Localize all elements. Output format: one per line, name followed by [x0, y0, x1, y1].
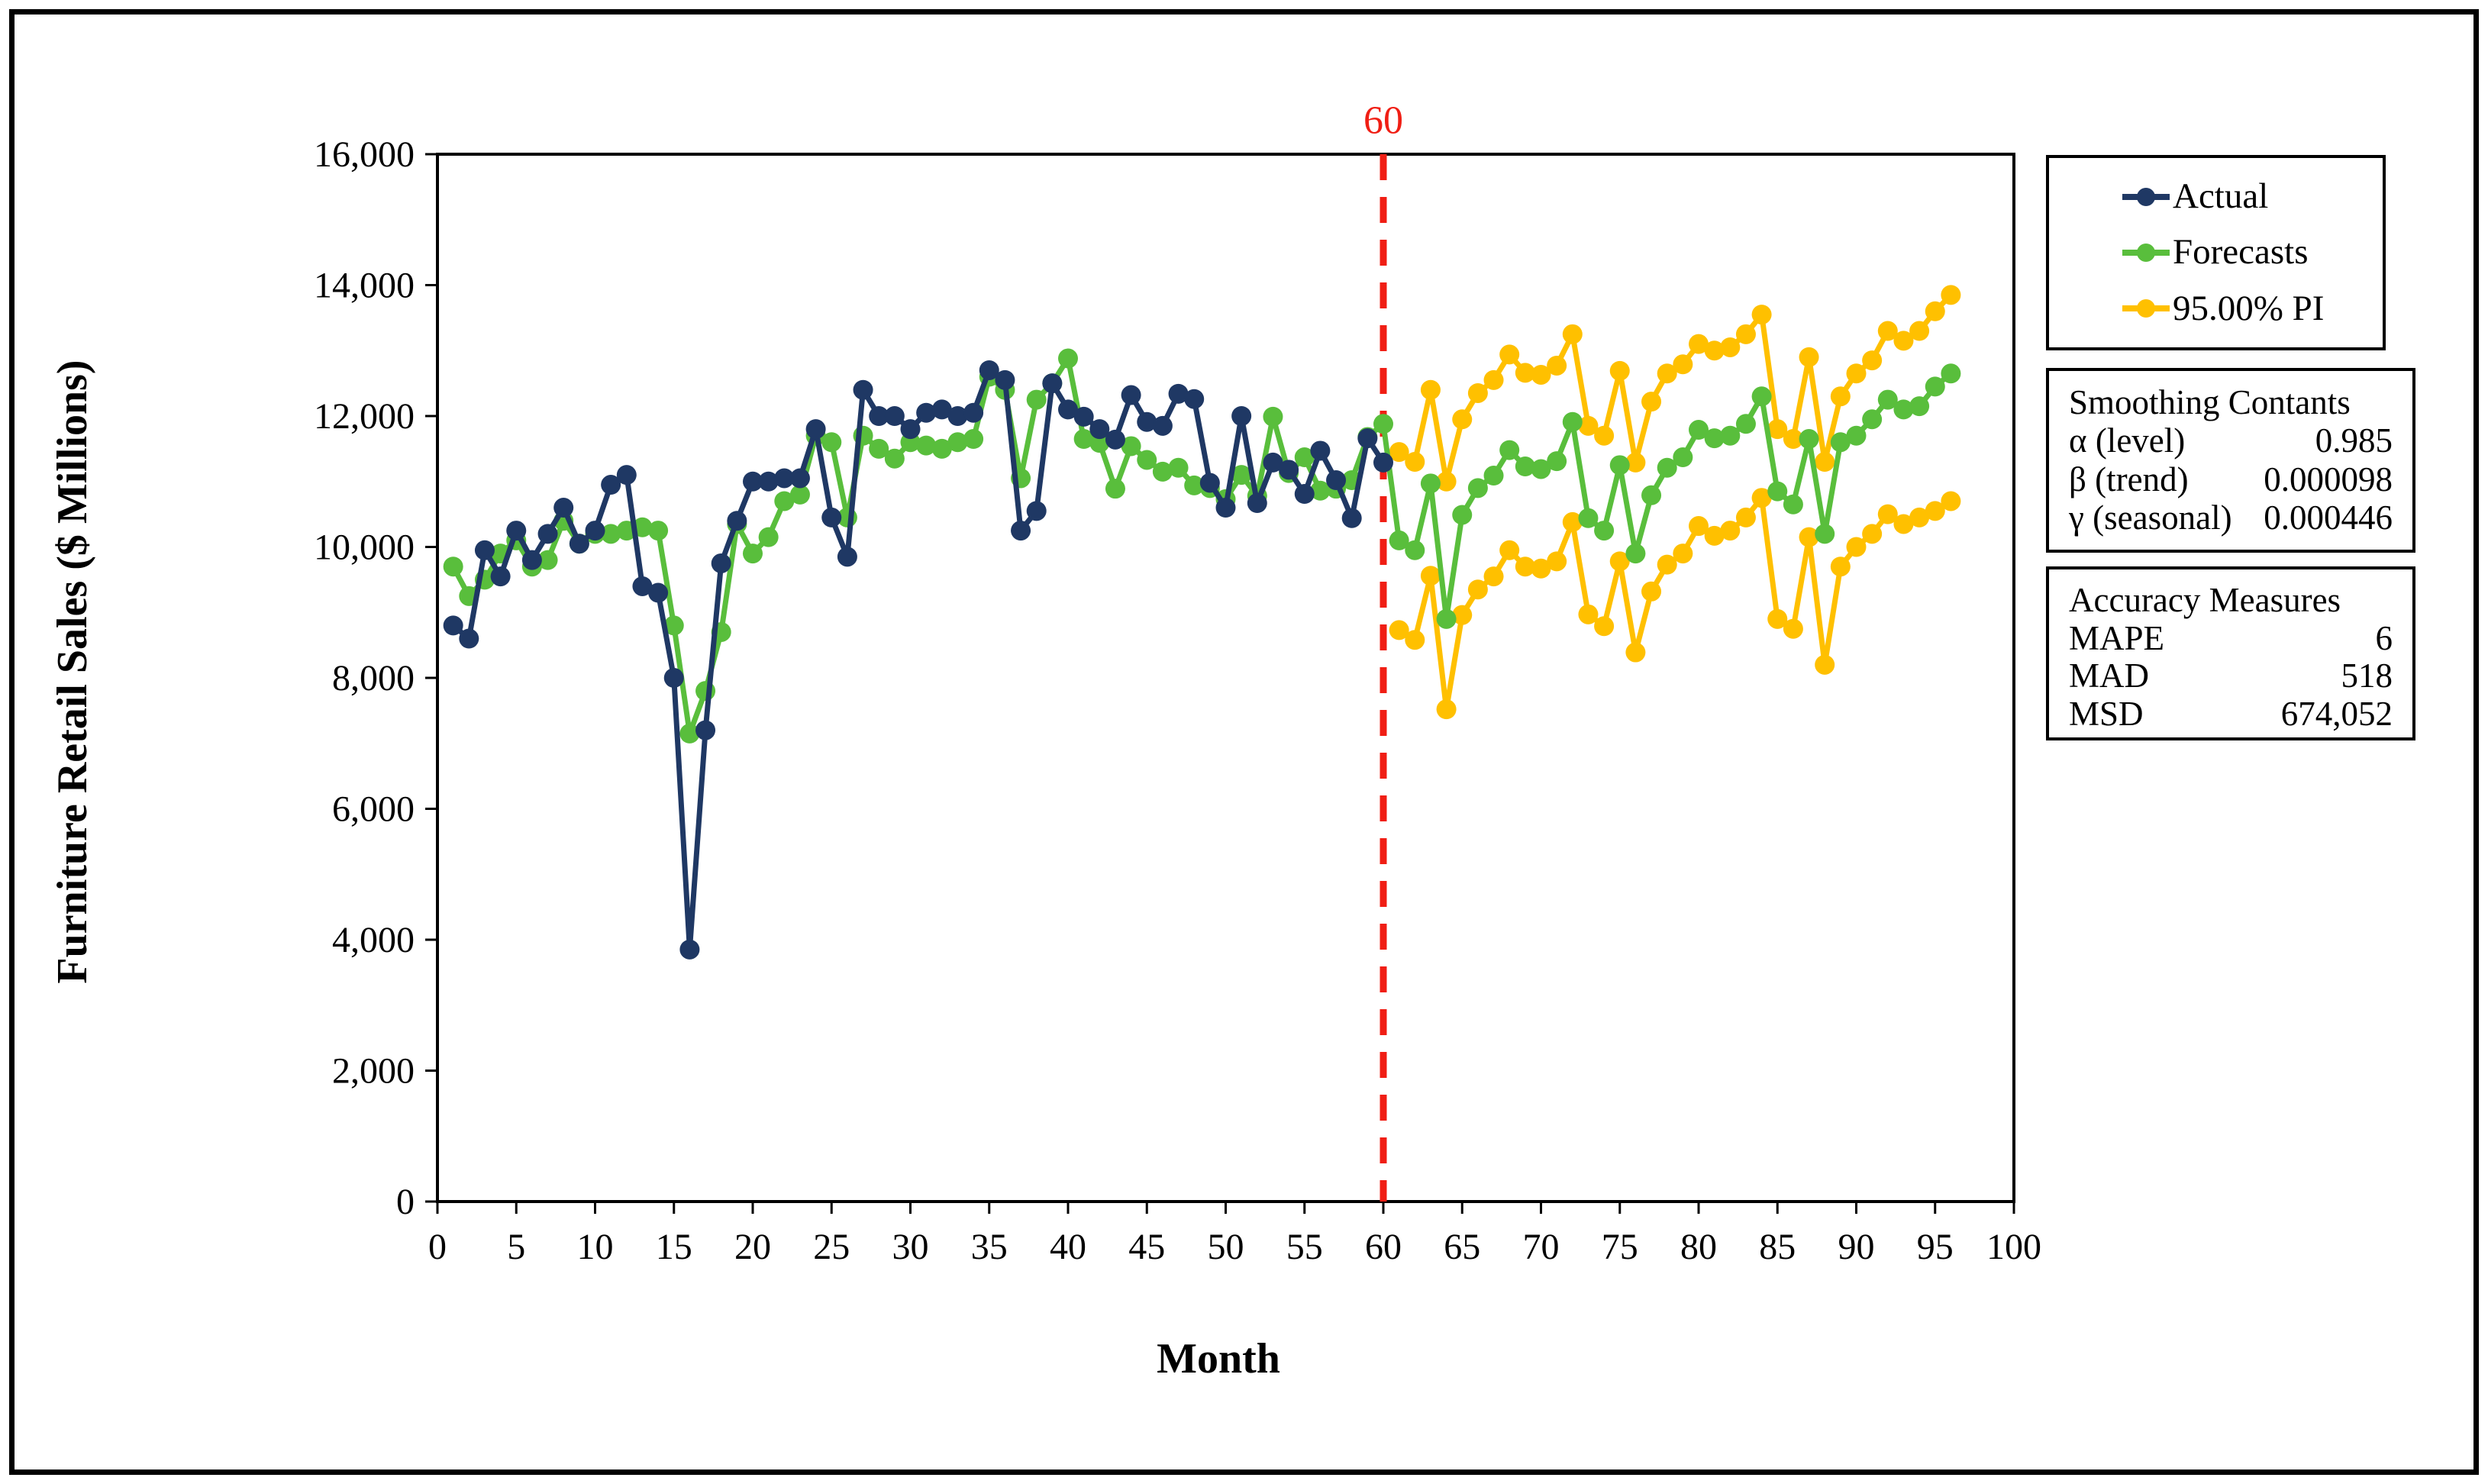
- stat-label: γ (seasonal): [2069, 498, 2232, 537]
- x-tick-label: 10: [577, 1227, 614, 1267]
- y-tick-label: 4,000: [332, 920, 415, 960]
- x-axis-ticks: 0 5 10 15 20 25 30 35 40 45 50 55 60 65 70 75 80 85 90 95 10…: [428, 1202, 2041, 1267]
- y-tick-label: 0: [396, 1182, 415, 1222]
- stat-value: 518: [2341, 657, 2393, 695]
- x-tick-label: 35: [971, 1227, 1008, 1267]
- stat-row-gamma: γ (seasonal) 0.000446: [2069, 498, 2393, 537]
- actual-dot-icon: [2137, 187, 2155, 206]
- stat-row-beta: β (trend) 0.000098: [2069, 460, 2393, 499]
- x-tick-label: 15: [656, 1227, 692, 1267]
- stat-label: MSD: [2069, 694, 2144, 733]
- stat-value: 674,052: [2280, 694, 2393, 733]
- x-tick-label: 25: [813, 1227, 850, 1267]
- forecasts-dot-icon: [2137, 243, 2155, 262]
- stat-value: 0.000098: [2264, 460, 2393, 498]
- x-tick-label: 0: [428, 1227, 447, 1267]
- cutoff-month-label: 60: [1363, 98, 1403, 143]
- y-axis-ticks: 0 2,000 4,000 6,000 8,000 10,000 12,000 14,000 1…: [314, 134, 437, 1222]
- forecasts-line-marker-icon: [2122, 243, 2170, 262]
- x-tick-label: 75: [1602, 1227, 1638, 1267]
- stat-row-msd: MSD 674,052: [2069, 695, 2393, 734]
- y-tick-label: 10,000: [314, 527, 415, 568]
- y-tick-label: 14,000: [314, 266, 415, 306]
- x-tick-label: 30: [892, 1227, 929, 1267]
- series-95-00-pi-upper: [1389, 285, 1961, 492]
- x-tick-label: 20: [734, 1227, 771, 1267]
- y-tick-label: 16,000: [314, 134, 415, 175]
- x-tick-label: 80: [1680, 1227, 1717, 1267]
- stat-row-mape: MAPE 6: [2069, 618, 2393, 658]
- series-95-00-pi-lower: [1389, 488, 1961, 720]
- legend-label: Actual: [2173, 176, 2269, 217]
- x-tick-label: 65: [1444, 1227, 1480, 1267]
- y-axis-title: Furniture Retail Sales ($ Millions): [49, 360, 96, 984]
- x-tick-label: 95: [1917, 1227, 1954, 1267]
- y-tick-label: 12,000: [314, 396, 415, 437]
- actual-line-marker-icon: [2122, 187, 2170, 206]
- x-tick-label: 85: [1759, 1227, 1796, 1267]
- y-tick-label: 6,000: [332, 789, 415, 830]
- legend-item-actual: Actual: [2122, 179, 2383, 215]
- x-tick-label: 40: [1050, 1227, 1086, 1267]
- x-tick-label: 70: [1523, 1227, 1560, 1267]
- x-tick-label: 50: [1208, 1227, 1244, 1267]
- series-actual: [443, 360, 1393, 960]
- stat-row-alpha: α (level) 0.985: [2069, 421, 2393, 460]
- y-tick-label: 2,000: [332, 1051, 415, 1092]
- stat-row-mad: MAD 518: [2069, 657, 2393, 695]
- x-tick-label: 60: [1365, 1227, 1402, 1267]
- pi-dot-icon: [2137, 299, 2155, 318]
- legend-item-pi: 95.00% PI: [2122, 288, 2383, 328]
- x-tick-label: 90: [1838, 1227, 1875, 1267]
- y-tick-label: 8,000: [332, 658, 415, 698]
- accuracy-measures-title: Accuracy Measures: [2069, 581, 2341, 619]
- pi-line-marker-icon: [2122, 299, 2170, 318]
- x-tick-label: 45: [1128, 1227, 1165, 1267]
- figure-border: [9, 9, 2479, 1475]
- x-tick-label: 100: [1986, 1227, 2041, 1267]
- legend-item-forecasts: Forecasts: [2122, 234, 2383, 270]
- stat-value: 0.000446: [2264, 498, 2393, 537]
- stat-label: MAD: [2069, 657, 2150, 695]
- legend-label: 95.00% PI: [2173, 288, 2325, 328]
- stat-label: α (level): [2069, 421, 2186, 460]
- stat-value: 0.985: [2315, 421, 2393, 460]
- stat-label: MAPE: [2069, 618, 2165, 657]
- x-axis-title: Month: [1157, 1335, 1280, 1382]
- x-tick-label: 55: [1286, 1227, 1323, 1267]
- stat-value: 6: [2375, 618, 2393, 657]
- legend: Actual Forecasts 95.00% PI: [2046, 155, 2386, 350]
- stat-label: β (trend): [2069, 460, 2189, 498]
- smoothing-constants-panel: Smoothing Contants α (level) 0.985 β (tr…: [2046, 368, 2415, 553]
- x-tick-label: 5: [507, 1227, 525, 1267]
- accuracy-measures-panel: Accuracy Measures MAPE 6 MAD 518 MSD 674…: [2046, 566, 2415, 740]
- legend-label: Forecasts: [2173, 232, 2309, 273]
- smoothing-constants-title: Smoothing Contants: [2069, 382, 2351, 421]
